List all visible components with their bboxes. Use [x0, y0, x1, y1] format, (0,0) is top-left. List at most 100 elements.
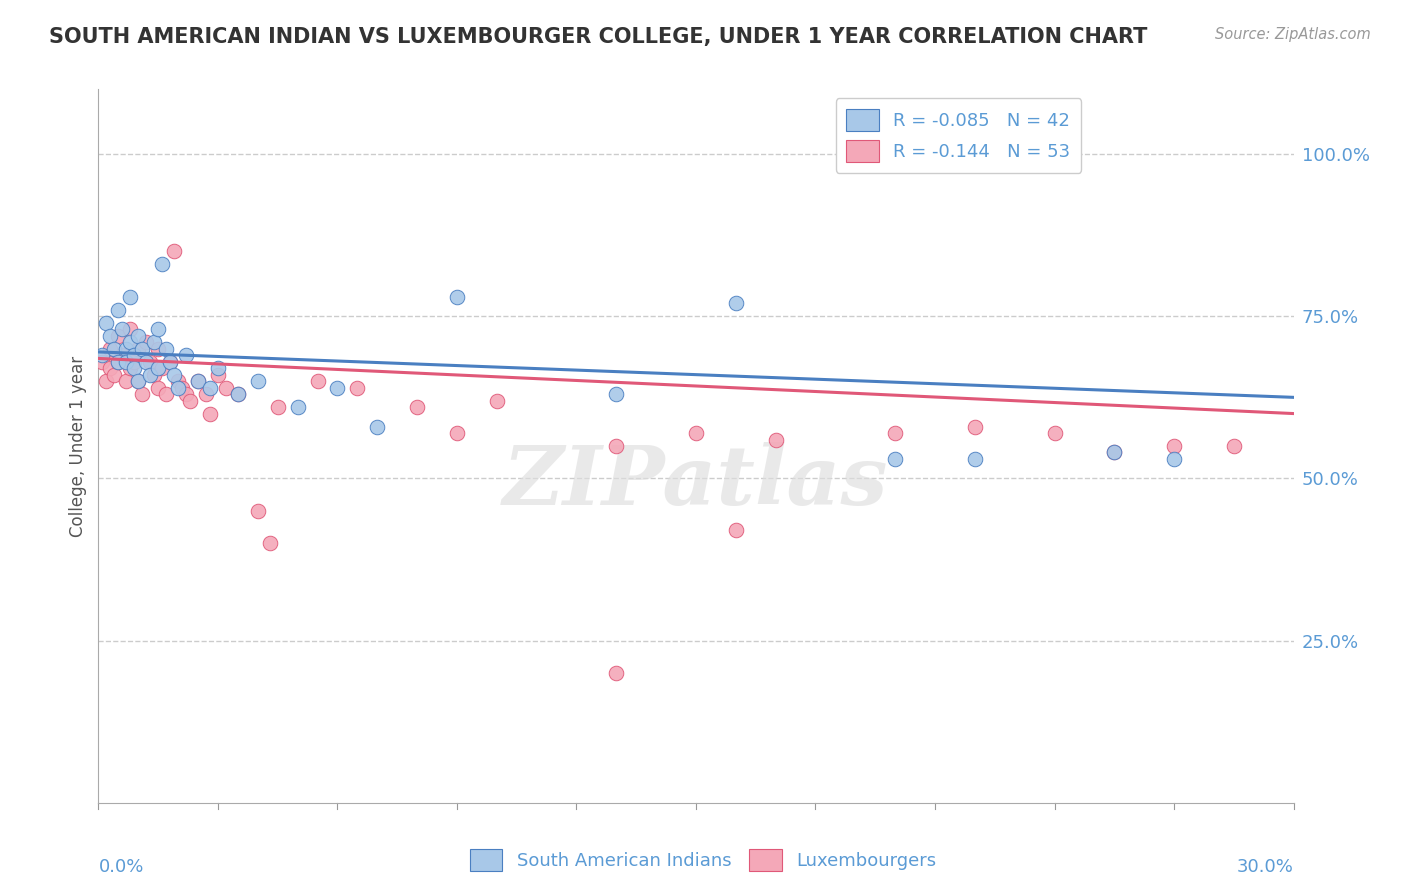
Point [103, 368, 125, 382]
Point [96, 316, 118, 330]
Point [685, 425, 707, 440]
Point [167, 374, 190, 388]
Point [107, 354, 129, 368]
Point [159, 354, 181, 368]
Point [120, 290, 142, 304]
Point [131, 387, 153, 401]
Point [187, 374, 209, 388]
Point [120, 361, 142, 376]
Point [198, 381, 221, 395]
Point [1163, 452, 1185, 467]
Point [724, 296, 747, 310]
Point [485, 393, 508, 408]
Point [98, 361, 122, 376]
Point [124, 348, 146, 362]
Point [207, 368, 229, 382]
Point [267, 400, 290, 414]
Point [135, 354, 157, 368]
Point [163, 244, 186, 259]
Point [127, 342, 149, 356]
Point [1043, 425, 1066, 440]
Point [150, 361, 173, 376]
Text: 0.0%: 0.0% [98, 858, 143, 876]
Point [963, 419, 986, 434]
Point [1163, 439, 1185, 453]
Point [115, 354, 138, 368]
Point [167, 381, 190, 395]
Point [187, 374, 209, 388]
Point [1104, 445, 1126, 459]
Point [605, 666, 627, 681]
Point [111, 322, 134, 336]
Point [246, 504, 269, 518]
Point [215, 381, 238, 395]
Point [605, 439, 627, 453]
Point [605, 387, 627, 401]
Point [139, 368, 162, 382]
Legend: R = -0.085   N = 42, R = -0.144   N = 53: R = -0.085 N = 42, R = -0.144 N = 53 [835, 98, 1081, 173]
Point [246, 374, 269, 388]
Point [163, 368, 186, 382]
Point [107, 354, 129, 368]
Y-axis label: College, Under 1 year: College, Under 1 year [69, 355, 87, 537]
Point [98, 328, 122, 343]
Point [259, 536, 281, 550]
Point [107, 302, 129, 317]
Point [174, 348, 197, 362]
Point [103, 342, 125, 356]
Point [143, 335, 166, 350]
Point [124, 354, 146, 368]
Point [135, 335, 157, 350]
Point [446, 290, 468, 304]
Point [148, 361, 170, 376]
Point [124, 361, 146, 376]
Point [446, 425, 468, 440]
Text: ZIPatlas: ZIPatlas [503, 442, 889, 522]
Point [127, 328, 149, 343]
Text: Source: ZipAtlas.com: Source: ZipAtlas.com [1215, 27, 1371, 42]
Point [159, 354, 181, 368]
Point [346, 381, 368, 395]
Point [120, 335, 142, 350]
Point [131, 342, 153, 356]
Point [91, 348, 114, 362]
Point [148, 322, 170, 336]
Point [1223, 439, 1246, 453]
Text: SOUTH AMERICAN INDIAN VS LUXEMBOURGER COLLEGE, UNDER 1 YEAR CORRELATION CHART: SOUTH AMERICAN INDIAN VS LUXEMBOURGER CO… [49, 27, 1147, 46]
Point [139, 354, 162, 368]
Point [765, 433, 787, 447]
Text: 30.0%: 30.0% [1237, 858, 1294, 876]
Point [155, 342, 177, 356]
Point [287, 400, 309, 414]
Point [1104, 445, 1126, 459]
Point [724, 524, 747, 538]
Point [307, 374, 329, 388]
Point [155, 387, 177, 401]
Point [127, 374, 149, 388]
Point [195, 387, 218, 401]
Point [115, 342, 138, 356]
Point [172, 381, 194, 395]
Point [179, 393, 201, 408]
Point [148, 381, 170, 395]
Point [148, 342, 170, 356]
Point [226, 387, 249, 401]
Point [366, 419, 388, 434]
Point [127, 374, 149, 388]
Point [198, 407, 221, 421]
Point [91, 354, 114, 368]
Point [115, 374, 138, 388]
Point [98, 342, 122, 356]
Point [111, 348, 134, 362]
Point [120, 322, 142, 336]
Point [963, 452, 986, 467]
Legend: South American Indians, Luxembourgers: South American Indians, Luxembourgers [463, 842, 943, 879]
Point [884, 452, 907, 467]
Point [326, 381, 349, 395]
Point [207, 361, 229, 376]
Point [143, 368, 166, 382]
Point [96, 374, 118, 388]
Point [150, 257, 173, 271]
Point [174, 387, 197, 401]
Point [884, 425, 907, 440]
